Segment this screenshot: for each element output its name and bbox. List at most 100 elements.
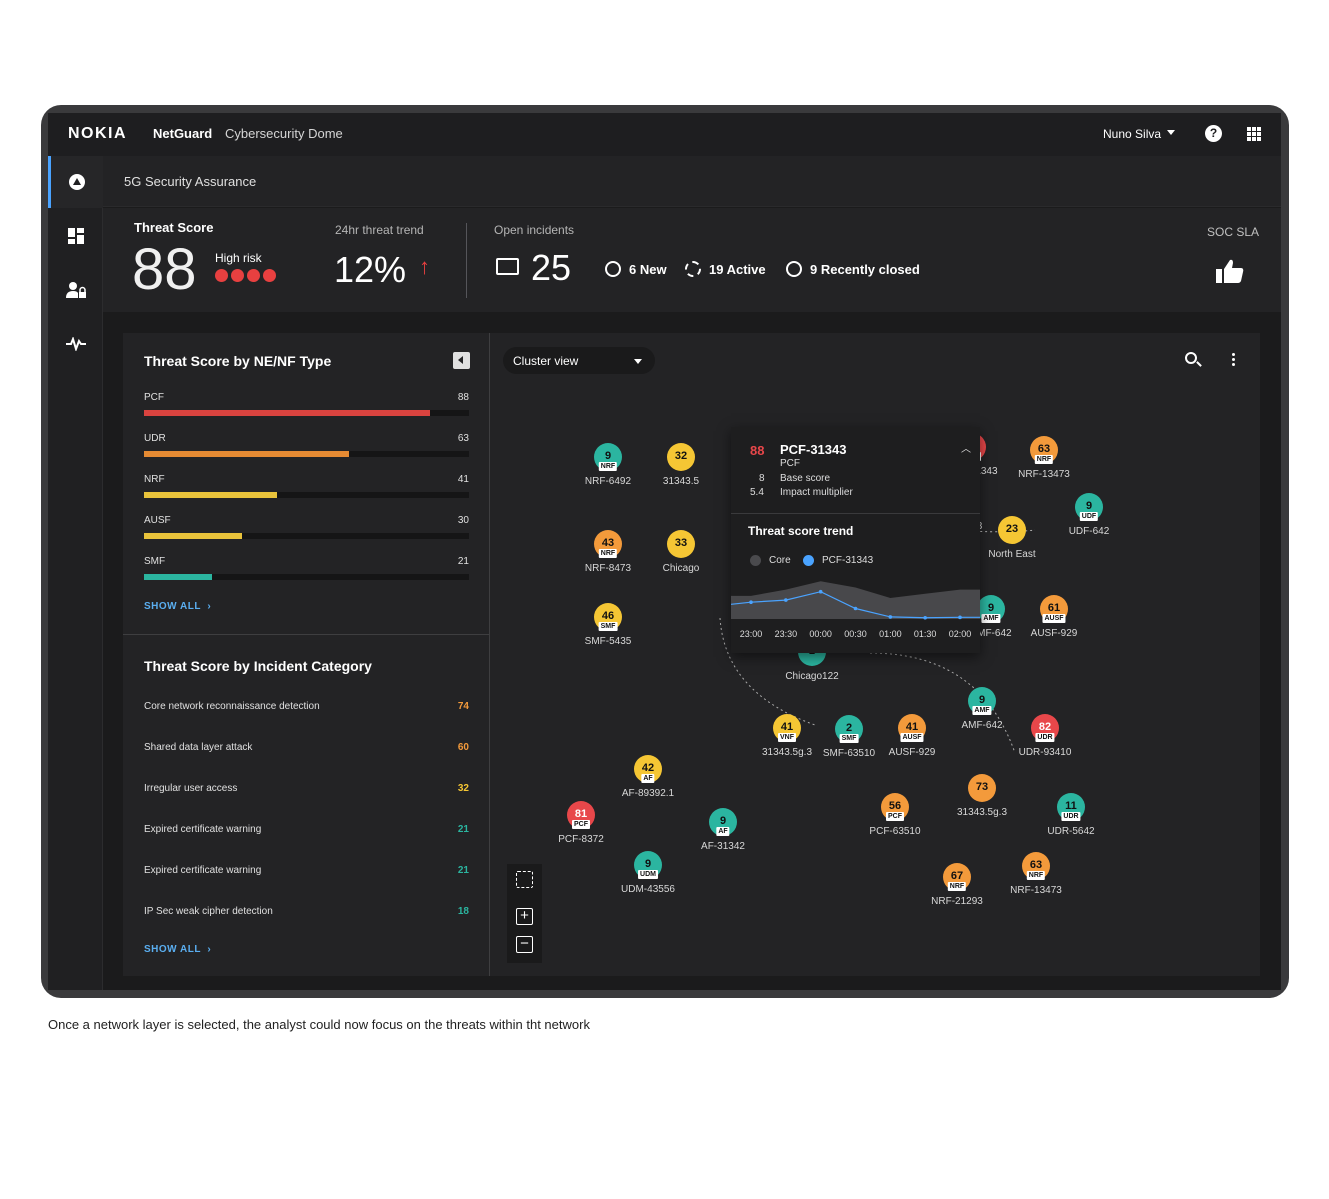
risk-label: High risk [215,251,262,265]
network-node[interactable]: 9 AMF AMF-642 [951,595,1031,639]
node-score: 67 NRF [943,863,971,891]
category-row[interactable]: Irregular user access 32 [144,783,469,794]
risk-indicator [215,269,276,282]
network-node[interactable]: 41 VNF 31343.5g.3 [747,714,827,758]
category-row[interactable]: Expired certificate warning 21 [144,824,469,835]
ne-bar-row[interactable]: AUSF 30 [144,515,469,545]
collapse-icon[interactable] [453,352,470,369]
node-type-tag: NRF [598,549,618,558]
network-node[interactable]: 61 AUSF AUSF-929 [1014,595,1094,639]
product-name: NetGuard [153,126,213,141]
new-incidents[interactable]: 6 New [605,261,667,277]
node-type-tag: SMF [598,622,618,631]
node-label: 31343.5g.3 [761,747,813,758]
show-all-category-button[interactable]: SHOW ALL › [144,944,212,955]
category-row[interactable]: Expired certificate warning 21 [144,865,469,876]
category-value: 18 [457,906,469,917]
app-screen: NOKIA NetGuard Cybersecurity Dome Nuno S… [48,113,1281,990]
ne-bar-row[interactable]: SMF 21 [144,556,469,586]
node-score: 41 VNF [773,714,801,742]
network-node[interactable]: 2 SMF SMF-63510 [809,715,889,759]
network-node[interactable]: 9 AMF AMF-642 [942,687,1022,731]
category-row[interactable]: Core network reconnaissance detection 74 [144,701,469,712]
node-label: UDF-642 [1068,526,1110,537]
node-label: PCF-63510 [869,826,921,837]
network-node[interactable]: 11 UDR UDR-5642 [1031,793,1111,837]
nav-activity-icon[interactable] [48,318,103,370]
network-node[interactable]: 32 31343.5 [641,443,721,487]
node-type-tag: AUSF [900,733,924,742]
zoom-out-button[interactable]: − [516,936,533,953]
user-menu[interactable]: Nuno Silva [1103,127,1162,141]
network-node[interactable]: 43 NRF NRF-8473 [568,530,648,574]
category-row[interactable]: IP Sec weak cipher detection 18 [144,906,469,917]
left-panel: Threat Score by NE/NF Type PCF 88 UDR 63 NRF… [123,333,490,976]
network-node[interactable]: 73 31343.5g.3 [942,774,1022,818]
category-row[interactable]: Shared data layer attack 60 [144,742,469,753]
node-type-tag: UDF [1079,512,1099,521]
network-node[interactable]: 42 AF AF-89392.1 [608,755,688,799]
network-node[interactable]: 82 UDR UDR-93410 [1005,714,1085,758]
nav-user-lock-icon[interactable] [48,264,103,316]
category-value: 74 [457,701,469,712]
nav-dashboard-icon[interactable] [48,210,103,262]
folder-icon [496,258,519,275]
trend-value: 12% [334,249,407,290]
bar-label: AUSF [144,515,171,526]
show-all-ne-button[interactable]: SHOW ALL › [144,601,212,612]
network-node[interactable]: 41 AUSF AUSF-929 [872,714,952,758]
node-type-tag: AF [716,827,730,836]
network-node[interactable]: 63 NRF NRF-13473 [1004,436,1084,480]
network-node[interactable]: 23 North East [972,516,1052,560]
cluster-map[interactable]: Cluster view 9 NRF NRF-6492 32 31343.5 43 NRF N… [490,333,1260,976]
network-node[interactable]: 67 NRF NRF-21293 [917,863,997,907]
category-panel-title: Threat Score by Incident Category [144,658,372,674]
node-details-popup[interactable]: 88 PCF-31343 PCF ︿ 8 Base score 5.4 Impa… [731,427,980,653]
bar-track [144,410,469,416]
pcf-point [958,615,962,620]
closed-incidents[interactable]: 9 Recently closed [786,261,920,277]
network-node[interactable]: 9 UDF UDF-642 [1049,493,1129,537]
chevron-down-icon[interactable] [1167,130,1175,135]
node-score: 63 NRF [1022,852,1050,880]
bar-track [144,492,469,498]
network-node[interactable]: 9 AF AF-31342 [683,808,763,852]
thumbs-up-icon [1216,258,1244,291]
network-node[interactable]: 9 UDM UDM-43556 [608,851,688,895]
bar-label: NRF [144,474,165,485]
active-incidents[interactable]: 19 Active [685,261,766,277]
node-score: 82 UDR [1031,714,1059,742]
more-vertical-icon[interactable] [1232,353,1235,368]
page-header: 5G Security Assurance [103,156,1281,207]
fullscreen-icon[interactable] [516,871,533,888]
network-node[interactable]: 33 Chicago [641,530,721,574]
node-type-tag: UDR [1035,733,1055,742]
zoom-in-button[interactable]: + [516,908,533,925]
bar-fill [144,533,242,539]
bar-track [144,451,469,457]
node-label: NRF-6492 [584,476,632,487]
network-node[interactable]: 56 PCF PCF-63510 [855,793,935,837]
nav-security-icon[interactable] [48,156,103,208]
network-node[interactable]: 46 SMF SMF-5435 [568,603,648,647]
app-grid-icon[interactable] [1247,127,1261,141]
node-label: NRF-8473 [584,563,632,574]
ne-bar-row[interactable]: PCF 88 [144,392,469,422]
pcf-point [888,615,893,619]
open-incidents-label: Open incidents [494,223,575,237]
node-score: 9 AMF [968,687,996,715]
network-node[interactable]: 81 PCF PCF-8372 [541,801,621,845]
network-node[interactable]: 9 NRF NRF-6492 [568,443,648,487]
ne-bar-row[interactable]: UDR 63 [144,433,469,463]
pcf-point [818,589,823,594]
node-type-tag: PCF [572,820,590,829]
search-icon[interactable] [1185,352,1197,364]
x-tick-label: 23:00 [740,629,763,639]
node-score: 9 NRF [594,443,622,471]
chevron-up-icon[interactable]: ︿ [961,444,971,455]
ne-bar-row[interactable]: NRF 41 [144,474,469,504]
network-node[interactable]: 63 NRF NRF-13473 [996,852,1076,896]
node-label: Chicago [662,563,700,574]
view-select[interactable]: Cluster view [503,347,655,374]
help-icon[interactable]: ? [1205,125,1222,142]
